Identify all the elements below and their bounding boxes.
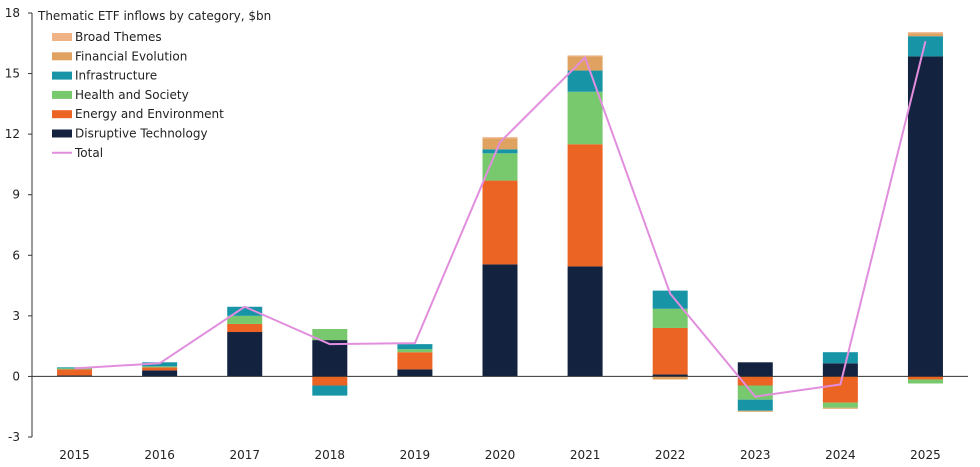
- axes: [31, 13, 968, 437]
- legend-label: Infrastructure: [75, 69, 157, 83]
- bar-disruptive-technology-2024: [822, 363, 858, 377]
- x-tick-label: 2023: [740, 448, 771, 462]
- bar-financial-evolution-2024: [822, 407, 858, 409]
- bar-health-and-society-2020: [482, 153, 518, 181]
- bar-energy-and-environment-2016: [142, 367, 178, 371]
- bar-health-and-society-2022: [652, 308, 688, 328]
- total-line: [74, 41, 927, 398]
- y-tick-label: 0: [12, 369, 20, 383]
- legend-swatch-infrastructure: [52, 71, 72, 80]
- legend-swatch-disruptive-technology: [52, 129, 72, 138]
- y-tick-label: 12: [5, 127, 20, 141]
- x-tick-label: 2020: [485, 448, 516, 462]
- bar-health-and-society-2021: [567, 91, 603, 145]
- bar-disruptive-technology-2022: [652, 374, 688, 377]
- legend-swatch-energy-and-environment: [52, 110, 72, 119]
- x-tick-label: 2021: [570, 448, 601, 462]
- legend-label: Health and Society: [75, 88, 189, 102]
- bar-energy-and-environment-2015: [57, 369, 93, 376]
- x-tick-label: 2019: [400, 448, 431, 462]
- bar-financial-evolution-2025: [907, 33, 943, 37]
- x-tick-label: 2025: [910, 448, 941, 462]
- bar-energy-and-environment-2021: [567, 144, 603, 267]
- bar-infrastructure-2024: [822, 352, 858, 364]
- bar-infrastructure-2018: [312, 385, 348, 396]
- bar-health-and-society-2024: [822, 402, 858, 408]
- bar-energy-and-environment-2022: [652, 327, 688, 375]
- bar-health-and-society-2018: [312, 328, 348, 341]
- y-tick-label: 6: [12, 248, 20, 262]
- y-tick-label: -3: [8, 430, 20, 444]
- bar-infrastructure-2021: [567, 70, 603, 92]
- bar-health-and-society-2025: [907, 379, 943, 384]
- bar-financial-evolution-2022: [652, 376, 688, 380]
- x-tick-label: 2024: [825, 448, 856, 462]
- legend-swatch-health-and-society: [52, 90, 72, 99]
- bar-broad-themes-2021: [567, 55, 603, 57]
- x-tick-labels: 2015 2016 2017 2018 2019 2020 2021 2022 2023 2024…: [59, 448, 940, 462]
- x-tick-label: 2022: [655, 448, 686, 462]
- legend-label: Broad Themes: [75, 30, 162, 44]
- legend-label: Energy and Environment: [75, 107, 224, 121]
- y-tick-label: 18: [5, 6, 20, 20]
- legend-label: Financial Evolution: [75, 49, 187, 63]
- legend-label: Disruptive Technology: [75, 127, 208, 141]
- bar-disruptive-technology-2018: [312, 340, 348, 377]
- bar-disruptive-technology-2019: [397, 369, 433, 377]
- legend-label: Total: [74, 146, 103, 160]
- chart-title: Thematic ETF inflows by category, $bn: [37, 9, 271, 23]
- bar-infrastructure-2017: [227, 306, 263, 316]
- bar-disruptive-technology-2020: [482, 264, 518, 377]
- bar-energy-and-environment-2020: [482, 180, 518, 265]
- bar-health-and-society-2016: [142, 366, 178, 368]
- bar-infrastructure-2016: [142, 362, 178, 367]
- x-tick-label: 2015: [59, 448, 90, 462]
- bar-infrastructure-2020: [482, 149, 518, 154]
- y-tick-label: 15: [5, 67, 20, 81]
- bar-disruptive-technology-2021: [567, 266, 603, 377]
- bar-energy-and-environment-2017: [227, 323, 263, 333]
- x-tick-label: 2017: [229, 448, 260, 462]
- bar-health-and-society-2017: [227, 315, 263, 324]
- bar-health-and-society-2015: [57, 368, 93, 370]
- bar-disruptive-technology-2015: [57, 375, 93, 377]
- bar-disruptive-technology-2023: [737, 362, 773, 377]
- x-tick-label: 2016: [144, 448, 175, 462]
- legend-swatch-broad-themes: [52, 33, 72, 41]
- bar-infrastructure-2025: [907, 36, 943, 57]
- bar-infrastructure-2019: [397, 344, 433, 350]
- legend-swatch-financial-evolution: [52, 52, 72, 61]
- y-tick-label: 9: [12, 188, 20, 202]
- bar-energy-and-environment-2019: [397, 352, 433, 370]
- legend: Thematic ETF inflows by category, $bn Br…: [37, 9, 271, 160]
- bar-infrastructure-2023: [737, 399, 773, 411]
- bar-financial-evolution-2023: [737, 410, 773, 412]
- bar-health-and-society-2019: [397, 349, 433, 353]
- y-tick-label: 3: [12, 309, 20, 323]
- bar-energy-and-environment-2023: [737, 376, 773, 386]
- bar-broad-themes-2025: [907, 32, 943, 34]
- y-tick-labels: -3 0 3 6 9 12 15 18: [5, 6, 32, 444]
- bar-energy-and-environment-2018: [312, 376, 348, 386]
- bar-energy-and-environment-2025: [907, 376, 943, 380]
- bar-disruptive-technology-2017: [227, 332, 263, 377]
- x-tick-label: 2018: [315, 448, 346, 462]
- bar-broad-themes-2020: [482, 137, 518, 139]
- bar-disruptive-technology-2025: [907, 56, 943, 377]
- bar-disruptive-technology-2016: [142, 370, 178, 377]
- bars: [57, 32, 943, 412]
